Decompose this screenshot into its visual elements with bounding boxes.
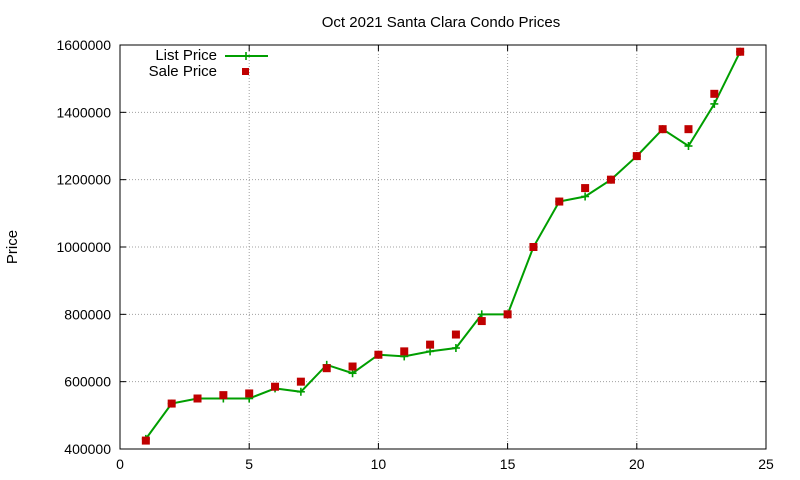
grid-lines [120,45,766,449]
sale-price-point [477,317,486,326]
sale-price-point [141,436,150,445]
sale-price-point [529,243,538,251]
y-tick-label: 800000 [64,306,111,322]
sale-price-point [271,382,280,391]
legend-marker-list-price [242,52,250,60]
legend-label-sale-price: Sale Price [149,63,217,80]
legend: List Price Sale Price [149,47,268,80]
sale-price-point [684,125,693,134]
sale-price-point [581,184,590,193]
sale-price-point [296,377,305,386]
sale-price-series [141,47,745,445]
legend-marker-sale-price [242,68,249,75]
x-tick-label: 15 [500,456,516,472]
y-tick-label: 1400000 [56,104,111,120]
x-axis: 0 5 10 15 20 25 [116,45,774,472]
sale-price-point [348,362,357,371]
list-price-point [684,142,693,150]
y-axis-label: Price [4,230,21,264]
x-tick-label: 10 [371,456,387,472]
list-price-series [141,47,745,443]
list-price-point [451,344,460,352]
y-tick-label: 1600000 [56,37,111,53]
list-price-point [581,192,590,201]
sale-price-point [632,152,641,161]
sale-price-point [245,389,254,398]
x-tick-label: 20 [629,456,645,472]
list-price-point [477,310,486,319]
x-tick-label: 25 [758,456,774,472]
list-price-point [426,347,435,356]
sale-price-point [606,175,615,184]
sale-price-point [219,391,228,400]
sale-price-point [322,364,331,373]
sale-price-point [451,330,460,339]
sale-price-point [710,89,719,98]
list-price-line [145,51,742,440]
y-tick-label: 1200000 [56,172,111,188]
sale-price-point [374,350,383,359]
legend-label-list-price: List Price [155,47,217,64]
list-price-point [296,387,305,396]
y-tick-label: 600000 [64,374,111,390]
y-axis: 400000 600000 800000 1000000 1200000 1400000 1… [56,37,766,457]
chart-title: Oct 2021 Santa Clara Condo Prices [322,14,560,31]
sale-price-point [555,197,564,206]
sale-price-point [658,125,667,134]
sale-price-point [426,340,435,349]
y-tick-label: 1000000 [56,239,111,255]
list-price-point [710,99,719,108]
sale-price-point [167,399,176,408]
x-tick-label: 0 [116,456,124,472]
sale-price-point [503,310,512,319]
sale-price-point [193,394,202,403]
list-price-point [348,369,357,378]
sale-price-point [400,347,409,356]
sale-price-point [736,47,745,56]
y-tick-label: 400000 [64,441,111,457]
x-tick-label: 5 [245,456,253,472]
